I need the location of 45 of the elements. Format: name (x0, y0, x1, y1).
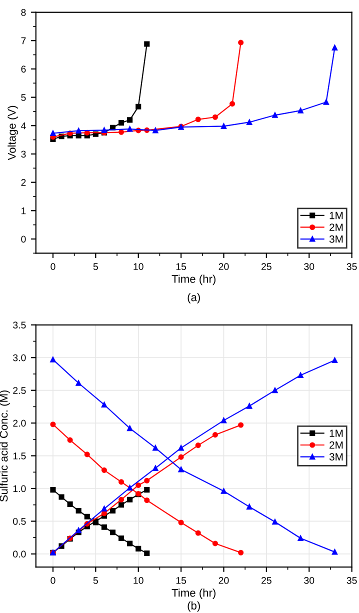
x-tick-label: 20 (218, 263, 229, 270)
x-axis-title: Time (hr) (172, 588, 216, 599)
y-tick-label: 8 (21, 8, 26, 16)
y-axis-title: Sulfuric acid Conc. (M) (0, 390, 10, 502)
x-tick-label: 10 (134, 263, 144, 270)
text: (a) (188, 293, 200, 304)
legend-label: 2M (330, 441, 343, 449)
y-tick-label: 1 (22, 207, 26, 214)
legend-label: 3M (329, 235, 343, 243)
legend-label: 1M (330, 212, 343, 220)
x-axis-title: Time (hr) (172, 274, 216, 286)
y-tick-label: 7 (21, 37, 26, 44)
y-tick-label: 0 (21, 236, 26, 243)
y-tick-label: 5 (21, 94, 26, 101)
x-tick-label: 0 (50, 263, 56, 270)
y-tick-label: 3 (21, 150, 26, 158)
y-tick-label: 4 (20, 122, 26, 130)
text: (b) (188, 601, 200, 612)
y-tick-label: 1.5 (13, 452, 26, 460)
y-tick-label: 6 (21, 66, 26, 73)
x-tick-label: 30 (304, 577, 314, 584)
x-tick-label: 15 (176, 577, 186, 584)
y-tick-label: 2 (21, 179, 26, 186)
legend-label: 1M (330, 430, 343, 437)
x-tick-label: 10 (134, 577, 144, 584)
x-tick-label: 30 (304, 263, 314, 270)
x-tick-label: 15 (176, 263, 186, 270)
y-tick-label: 3.0 (13, 354, 26, 362)
y-tick-label: 3.5 (13, 322, 26, 329)
y-tick-label: 1.0 (13, 485, 26, 492)
x-tick-label: 20 (218, 577, 229, 584)
x-tick-label: 5 (93, 577, 98, 584)
x-tick-label: 25 (262, 577, 272, 584)
y-tick-label: 2.5 (13, 387, 26, 394)
x-tick-label: 0 (50, 577, 56, 584)
legend-label: 3M (329, 453, 343, 461)
x-tick-label: 35 (346, 577, 357, 584)
x-tick-label: 25 (262, 263, 272, 270)
legend-label: 2M (330, 224, 343, 231)
x-tick-label: 5 (93, 263, 98, 270)
x-tick-label: 35 (346, 263, 357, 270)
y-tick-label: 2.0 (13, 420, 26, 427)
y-tick-label: 0.5 (13, 518, 26, 525)
y-axis-title: Voltage (V) (8, 106, 18, 160)
y-tick-label: 0.0 (13, 550, 26, 558)
